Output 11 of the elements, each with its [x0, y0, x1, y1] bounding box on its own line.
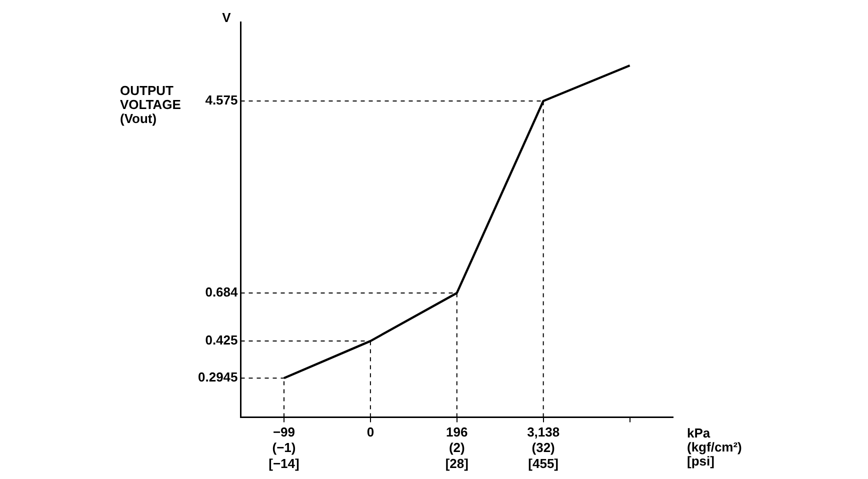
x-tick-label: 0 [366, 424, 374, 440]
x-tick-label: 3,138 (32) [455] [527, 424, 560, 471]
x-axis-title: kPa (kgf/cm²) [psi] [687, 425, 742, 468]
y-axis-title: OUTPUT VOLTAGE (Vout) [120, 83, 182, 126]
x-tick-label: −99 (−1) [−14] [268, 424, 300, 471]
y-tick-label: 0.684 [205, 284, 239, 300]
y-tick-label: 4.575 [205, 92, 238, 108]
text: V [222, 10, 232, 26]
y-tick-label: 0.425 [205, 332, 238, 348]
y-tick-label: 0.2945 [198, 370, 238, 385]
x-tick-label: 196 (2) [28] [445, 424, 468, 471]
